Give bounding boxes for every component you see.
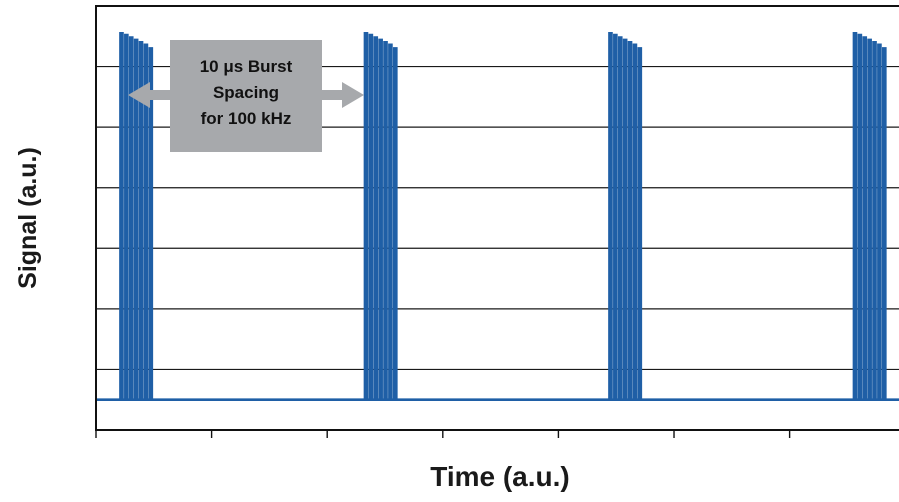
x-ticks [95, 430, 791, 438]
annotation-text-line: Spacing [213, 83, 279, 102]
plot-frame [95, 5, 899, 431]
annotation-text-line: 10 μs Burst [200, 57, 293, 76]
x-axis-title: Time (a.u.) [430, 461, 570, 492]
annotation: 10 μs Burst Spacing for 100 kHz [128, 40, 364, 152]
y-axis-title: Signal (a.u.) [14, 147, 42, 289]
signal-line [96, 31, 899, 402]
annotation-text-line: for 100 kHz [201, 109, 292, 128]
arrow-head-right [342, 82, 364, 108]
signal-trace [96, 31, 899, 402]
annotation-box [170, 40, 322, 152]
arrow-head-left [128, 82, 150, 108]
